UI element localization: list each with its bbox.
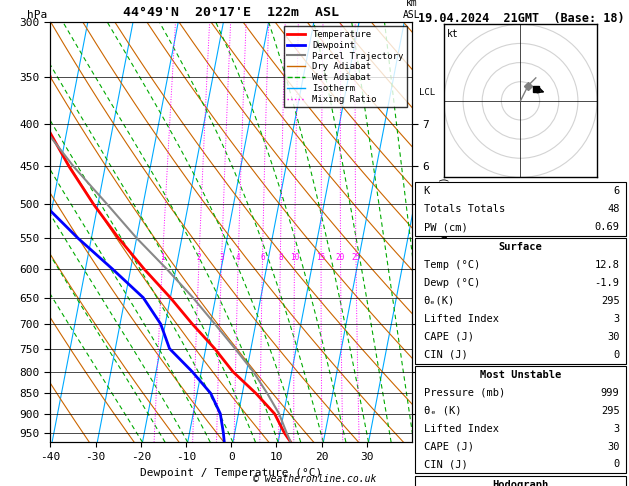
Text: hPa: hPa bbox=[27, 10, 47, 20]
Text: Hodograph: Hodograph bbox=[493, 480, 548, 486]
Text: PW (cm): PW (cm) bbox=[423, 222, 467, 232]
X-axis label: Dewpoint / Temperature (°C): Dewpoint / Temperature (°C) bbox=[140, 468, 322, 478]
Bar bbox=[415, 366, 626, 473]
Text: θₑ (K): θₑ (K) bbox=[423, 406, 461, 416]
Text: 12.8: 12.8 bbox=[594, 260, 620, 270]
Text: CIN (J): CIN (J) bbox=[423, 459, 467, 469]
Text: 48: 48 bbox=[607, 204, 620, 214]
Text: Most Unstable: Most Unstable bbox=[480, 370, 561, 380]
Text: Surface: Surface bbox=[499, 242, 542, 252]
Text: 0: 0 bbox=[613, 459, 620, 469]
Text: 20: 20 bbox=[336, 253, 345, 261]
Text: CAPE (J): CAPE (J) bbox=[423, 332, 474, 342]
Text: 6: 6 bbox=[260, 253, 265, 261]
Text: 999: 999 bbox=[601, 388, 620, 398]
Text: 3: 3 bbox=[613, 424, 620, 434]
Text: 30: 30 bbox=[607, 332, 620, 342]
Text: θₑ(K): θₑ(K) bbox=[423, 296, 455, 306]
Text: -1.9: -1.9 bbox=[594, 278, 620, 288]
Legend: Temperature, Dewpoint, Parcel Trajectory, Dry Adiabat, Wet Adiabat, Isotherm, Mi: Temperature, Dewpoint, Parcel Trajectory… bbox=[284, 26, 408, 107]
Text: kt: kt bbox=[447, 29, 459, 39]
Text: CAPE (J): CAPE (J) bbox=[423, 441, 474, 451]
Text: 25: 25 bbox=[352, 253, 360, 261]
Text: 30: 30 bbox=[607, 441, 620, 451]
Text: 2: 2 bbox=[197, 253, 201, 261]
Text: 3: 3 bbox=[613, 314, 620, 324]
Text: 295: 295 bbox=[601, 296, 620, 306]
Text: 4: 4 bbox=[236, 253, 241, 261]
Text: K: K bbox=[423, 186, 430, 196]
Text: © weatheronline.co.uk: © weatheronline.co.uk bbox=[253, 473, 376, 484]
Text: 15: 15 bbox=[316, 253, 326, 261]
Text: Temp (°C): Temp (°C) bbox=[423, 260, 480, 270]
Text: Lifted Index: Lifted Index bbox=[423, 314, 499, 324]
Text: Totals Totals: Totals Totals bbox=[423, 204, 505, 214]
Text: 8: 8 bbox=[278, 253, 282, 261]
Text: 3: 3 bbox=[220, 253, 224, 261]
Text: Mixing Ratio (g/kg): Mixing Ratio (g/kg) bbox=[440, 176, 450, 288]
Bar bbox=[415, 182, 626, 236]
Text: LCL: LCL bbox=[419, 88, 435, 97]
Text: 19.04.2024  21GMT  (Base: 18): 19.04.2024 21GMT (Base: 18) bbox=[418, 12, 625, 25]
Bar bbox=[415, 238, 626, 364]
Text: 6: 6 bbox=[613, 186, 620, 196]
Text: Pressure (mb): Pressure (mb) bbox=[423, 388, 505, 398]
Text: 0.69: 0.69 bbox=[594, 222, 620, 232]
Text: km
ASL: km ASL bbox=[403, 0, 421, 20]
Title: 44°49'N  20°17'E  122m  ASL: 44°49'N 20°17'E 122m ASL bbox=[123, 6, 339, 19]
Text: 10: 10 bbox=[290, 253, 299, 261]
Text: 1: 1 bbox=[160, 253, 165, 261]
Text: CIN (J): CIN (J) bbox=[423, 350, 467, 360]
Text: Dewp (°C): Dewp (°C) bbox=[423, 278, 480, 288]
Text: 0: 0 bbox=[613, 350, 620, 360]
Text: 295: 295 bbox=[601, 406, 620, 416]
Text: Lifted Index: Lifted Index bbox=[423, 424, 499, 434]
Bar bbox=[415, 476, 626, 486]
